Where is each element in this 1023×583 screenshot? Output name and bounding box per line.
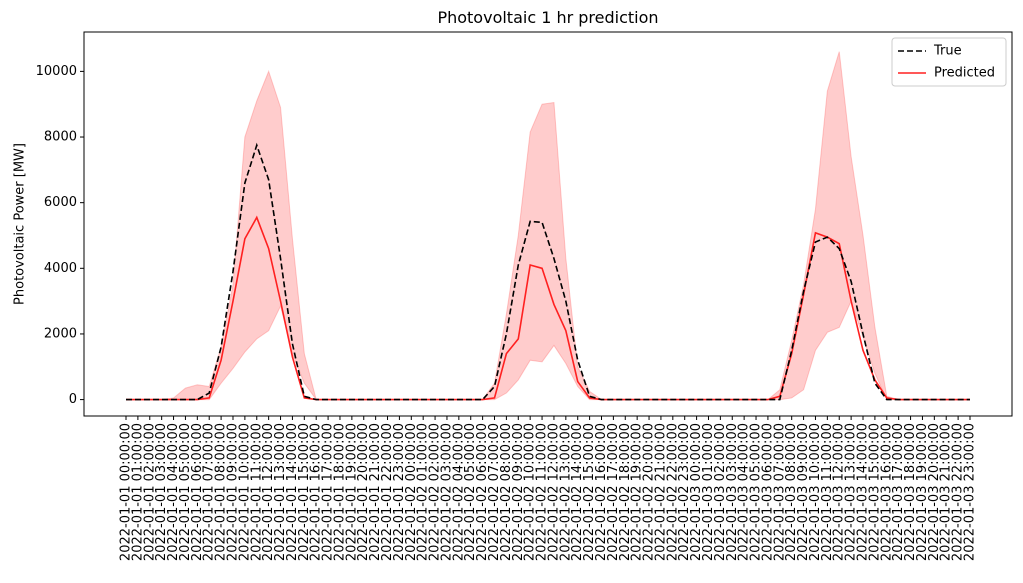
x-tick-label: 2022-01-01 07:00:00 xyxy=(202,423,217,561)
x-tick-label: 2022-01-03 16:00:00 xyxy=(879,423,894,561)
series-line-predicted xyxy=(126,215,970,401)
legend-label-true: True xyxy=(933,44,962,59)
legend-box xyxy=(891,37,1007,87)
y-axis-ticks: 0 2000 4000 6000 8000 10000 xyxy=(36,64,84,407)
x-tick-label: 2022-01-01 21:00:00 xyxy=(368,423,383,561)
y-tick-label: 6000 xyxy=(44,195,77,210)
x-tick-label: 2022-01-02 15:00:00 xyxy=(582,423,597,561)
x-tick-label: 2022-01-03 00:00:00 xyxy=(689,423,704,561)
x-tick-label: 2022-01-02 00:00:00 xyxy=(404,423,419,561)
x-tick-label: 2022-01-03 20:00:00 xyxy=(927,423,942,561)
x-tick-label: 2022-01-03 11:00:00 xyxy=(820,423,835,561)
x-tick-label: 2022-01-02 08:00:00 xyxy=(499,423,514,561)
series-layer xyxy=(126,142,970,401)
x-tick-label: 2022-01-03 04:00:00 xyxy=(737,423,752,561)
x-tick-label: 2022-01-02 10:00:00 xyxy=(523,423,538,561)
x-tick-label: 2022-01-03 21:00:00 xyxy=(939,423,954,561)
x-tick-label: 2022-01-03 19:00:00 xyxy=(915,423,930,561)
x-tick-label: 2022-01-01 14:00:00 xyxy=(285,423,300,561)
legend: True Predicted xyxy=(891,37,1007,87)
x-tick-label: 2022-01-01 09:00:00 xyxy=(225,423,240,561)
x-tick-label: 2022-01-02 13:00:00 xyxy=(558,423,573,561)
x-tick-label: 2022-01-01 20:00:00 xyxy=(356,423,371,561)
x-tick-label: 2022-01-01 16:00:00 xyxy=(309,423,324,561)
x-tick-label: 2022-01-03 22:00:00 xyxy=(951,423,966,561)
series-line-true xyxy=(126,142,970,401)
x-tick-label: 2022-01-01 19:00:00 xyxy=(344,423,359,561)
x-tick-label: 2022-01-03 14:00:00 xyxy=(856,423,871,561)
y-axis-label: Photovoltaic Power [MW] xyxy=(13,143,28,305)
x-tick-label: 2022-01-01 05:00:00 xyxy=(178,423,193,561)
x-tick-label: 2022-01-02 07:00:00 xyxy=(487,423,502,561)
x-tick-label: 2022-01-03 05:00:00 xyxy=(749,423,764,561)
x-tick-label: 2022-01-01 00:00:00 xyxy=(119,423,134,561)
x-tick-label: 2022-01-02 02:00:00 xyxy=(428,423,443,561)
x-tick-label: 2022-01-02 12:00:00 xyxy=(546,423,561,561)
y-tick-label: 10000 xyxy=(36,64,77,79)
x-tick-label: 2022-01-02 22:00:00 xyxy=(665,423,680,561)
y-tick-label: 8000 xyxy=(44,130,77,145)
x-tick-label: 2022-01-02 09:00:00 xyxy=(511,423,526,561)
x-tick-label: 2022-01-03 03:00:00 xyxy=(725,423,740,561)
x-tick-label: 2022-01-01 12:00:00 xyxy=(261,423,276,561)
x-tick-label: 2022-01-01 02:00:00 xyxy=(142,423,157,561)
x-tick-label: 2022-01-03 12:00:00 xyxy=(832,423,847,561)
x-tick-label: 2022-01-03 15:00:00 xyxy=(867,423,882,561)
x-tick-label: 2022-01-01 06:00:00 xyxy=(190,423,205,561)
x-tick-label: 2022-01-03 10:00:00 xyxy=(808,423,823,561)
x-tick-label: 2022-01-02 11:00:00 xyxy=(535,423,550,561)
x-tick-label: 2022-01-03 01:00:00 xyxy=(701,423,716,561)
legend-label-predicted: Predicted xyxy=(934,66,995,81)
x-tick-label: 2022-01-01 03:00:00 xyxy=(154,423,169,561)
x-tick-label: 2022-01-02 01:00:00 xyxy=(416,423,431,561)
x-tick-label: 2022-01-01 04:00:00 xyxy=(166,423,181,561)
x-tick-label: 2022-01-01 13:00:00 xyxy=(273,423,288,561)
x-tick-label: 2022-01-01 15:00:00 xyxy=(297,423,312,561)
x-tick-label: 2022-01-01 10:00:00 xyxy=(237,423,252,561)
x-tick-label: 2022-01-03 02:00:00 xyxy=(713,423,728,561)
x-tick-label: 2022-01-02 16:00:00 xyxy=(594,423,609,561)
x-tick-label: 2022-01-02 04:00:00 xyxy=(451,423,466,561)
x-tick-label: 2022-01-02 23:00:00 xyxy=(677,423,692,561)
x-tick-label: 2022-01-03 17:00:00 xyxy=(891,423,906,561)
y-tick-label: 4000 xyxy=(44,261,77,276)
x-tick-label: 2022-01-02 14:00:00 xyxy=(570,423,585,561)
x-tick-label: 2022-01-02 06:00:00 xyxy=(475,423,490,561)
x-tick-label: 2022-01-01 18:00:00 xyxy=(332,423,347,561)
x-tick-label: 2022-01-02 21:00:00 xyxy=(653,423,668,561)
x-tick-label: 2022-01-03 18:00:00 xyxy=(903,423,918,561)
chart-title: Photovoltaic 1 hr prediction xyxy=(437,8,658,27)
plot-frame xyxy=(83,31,1013,417)
x-tick-label: 2022-01-02 17:00:00 xyxy=(606,423,621,561)
x-tick-label: 2022-01-03 13:00:00 xyxy=(844,423,859,561)
x-tick-label: 2022-01-03 06:00:00 xyxy=(760,423,775,561)
x-tick-label: 2022-01-03 08:00:00 xyxy=(784,423,799,561)
x-tick-label: 2022-01-02 18:00:00 xyxy=(618,423,633,561)
x-tick-label: 2022-01-01 01:00:00 xyxy=(130,423,145,561)
x-tick-label: 2022-01-01 23:00:00 xyxy=(392,423,407,561)
y-tick-label: 0 xyxy=(69,392,77,407)
x-tick-label: 2022-01-03 23:00:00 xyxy=(963,423,978,561)
y-tick-label: 2000 xyxy=(44,326,77,341)
x-tick-label: 2022-01-01 22:00:00 xyxy=(380,423,395,561)
x-tick-label: 2022-01-03 07:00:00 xyxy=(772,423,787,561)
x-tick-label: 2022-01-03 09:00:00 xyxy=(796,423,811,561)
x-tick-label: 2022-01-02 19:00:00 xyxy=(630,423,645,561)
x-tick-label: 2022-01-01 17:00:00 xyxy=(321,423,336,561)
x-tick-label: 2022-01-02 20:00:00 xyxy=(642,423,657,561)
x-tick-label: 2022-01-01 11:00:00 xyxy=(249,423,264,561)
x-tick-label: 2022-01-01 08:00:00 xyxy=(214,423,229,561)
x-tick-label: 2022-01-02 05:00:00 xyxy=(463,423,478,561)
x-tick-label: 2022-01-02 03:00:00 xyxy=(439,423,454,561)
